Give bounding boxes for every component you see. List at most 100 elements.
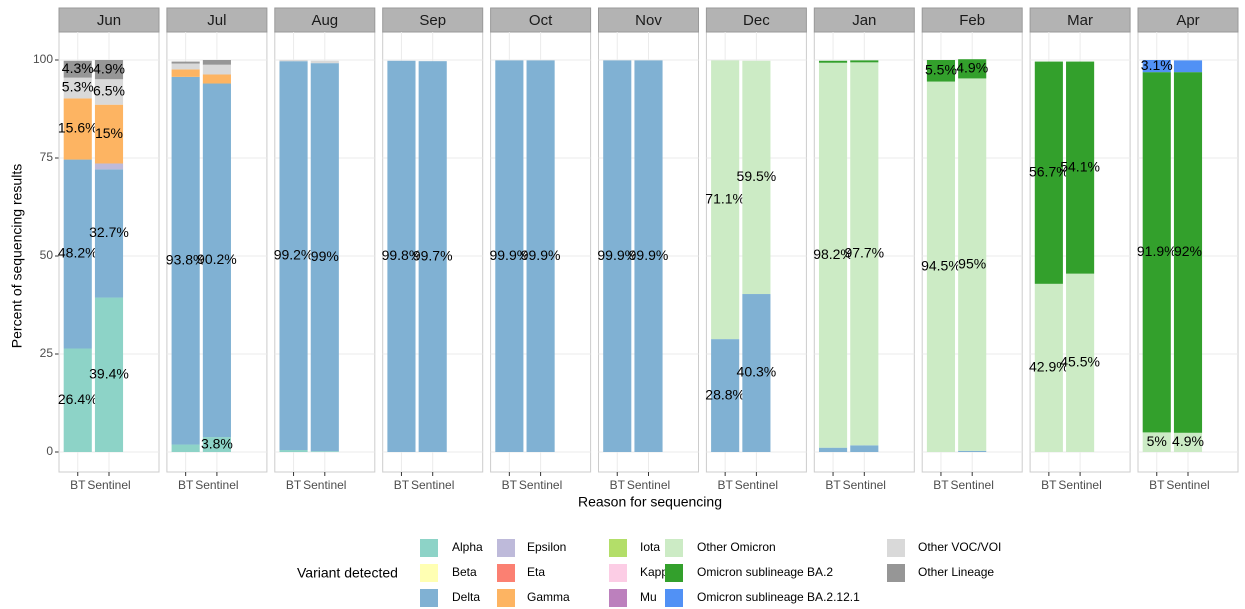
bar-segment — [202, 64, 231, 75]
bar-segment — [171, 63, 200, 70]
data-label: 56.7% — [1029, 163, 1069, 179]
data-label: 54.1% — [1060, 158, 1100, 174]
legend-key — [609, 564, 627, 582]
strip — [813, 7, 915, 33]
data-label: 90.2% — [197, 251, 237, 267]
bar-segment — [94, 104, 124, 164]
data-label: 5.5% — [925, 61, 957, 77]
bar-segment — [850, 60, 879, 63]
facet-title: Feb — [959, 12, 985, 29]
data-label: 99.9% — [521, 247, 561, 263]
data-label: 99.2% — [274, 246, 314, 262]
bar-segment — [171, 69, 200, 77]
strip — [921, 7, 1023, 33]
legend-label: Omicron sublineage BA.2.12.1 — [697, 590, 860, 604]
data-label: 59.5% — [737, 168, 777, 184]
data-label: 92% — [1174, 243, 1202, 259]
x-tick-label: BT — [1041, 478, 1057, 492]
bar-segment — [310, 451, 339, 452]
bar-segment — [279, 61, 308, 451]
data-label: 32.7% — [89, 224, 129, 240]
legend-key — [497, 564, 515, 582]
bar-segment — [94, 60, 124, 80]
data-label: 3.1% — [1141, 57, 1173, 73]
bar-segment — [818, 60, 848, 63]
bar-segment — [742, 60, 771, 295]
bar-segment — [418, 61, 447, 453]
strip — [274, 7, 376, 33]
x-tick-label: Sentinel — [843, 478, 886, 492]
x-tick-label: BT — [717, 478, 733, 492]
bar-segment — [202, 74, 231, 84]
bar-segment — [958, 59, 987, 79]
data-label: 99.9% — [629, 247, 669, 263]
bar-segment — [387, 60, 416, 453]
bar-segment — [850, 62, 879, 446]
legend-label: Other Omicron — [697, 540, 776, 554]
data-label: 91.9% — [1137, 243, 1177, 259]
bar-segment — [1142, 72, 1171, 433]
y-axis-title: Percent of sequencing results — [9, 164, 25, 348]
bar-segment — [634, 60, 663, 452]
data-label: 99.9% — [597, 247, 637, 263]
data-label: 39.4% — [89, 365, 129, 381]
bar-segment — [63, 348, 92, 452]
legend-title: Variant detected — [297, 565, 398, 581]
bar-segment — [171, 61, 200, 64]
y-tick-label: 75 — [40, 150, 54, 164]
bar-segment — [63, 159, 92, 349]
bar-segment — [742, 294, 771, 452]
x-tick-label: Sentinel — [1166, 478, 1209, 492]
x-tick-label: Sentinel — [1058, 478, 1101, 492]
data-label: 15.6% — [58, 120, 98, 136]
data-label: 4.9% — [1172, 433, 1204, 449]
bar-segment — [310, 63, 339, 452]
bar-segment — [526, 60, 555, 452]
bar-segment — [63, 98, 92, 160]
legend-label: Other VOC/VOI — [918, 540, 1001, 554]
bar-segment — [1173, 60, 1203, 73]
legend-label: Gamma — [527, 590, 570, 604]
data-label: 5.3% — [62, 79, 94, 95]
bar-segment — [94, 297, 124, 452]
strip — [598, 7, 699, 33]
bar-segment — [1142, 60, 1171, 73]
facet-title: Jan — [852, 12, 876, 29]
bar-segment — [495, 60, 524, 452]
bar-segment — [1142, 432, 1171, 452]
bar-segment — [1173, 72, 1203, 433]
bar-segment — [94, 163, 124, 170]
data-label: 42.9% — [1029, 359, 1069, 375]
data-label: 97.7% — [844, 245, 884, 261]
data-label: 99.8% — [382, 247, 422, 263]
x-tick-label: BT — [286, 478, 302, 492]
x-tick-label: BT — [502, 478, 518, 492]
legend-label: Epsilon — [527, 540, 566, 554]
bar-segment — [94, 79, 124, 105]
data-label: 94.5% — [921, 257, 961, 273]
x-tick-label: BT — [178, 478, 194, 492]
legend-label: Eta — [527, 565, 545, 579]
bar-segment — [279, 60, 308, 62]
legend-key — [665, 564, 683, 582]
legend-label: Other Lineage — [918, 565, 994, 579]
data-label: 26.4% — [58, 391, 98, 407]
data-label: 3.8% — [201, 435, 233, 451]
data-label: 98.2% — [813, 246, 853, 262]
bar-segment — [63, 60, 92, 78]
facet-title: Dec — [743, 12, 770, 29]
x-tick-label: Sentinel — [627, 478, 670, 492]
legend-label: Delta — [452, 590, 480, 604]
legend-key — [420, 564, 438, 582]
legend-key — [497, 589, 515, 607]
y-tick-label: 25 — [40, 346, 54, 360]
legend-key — [887, 564, 905, 582]
x-tick-label: BT — [825, 478, 841, 492]
bar-segment — [850, 445, 879, 452]
data-label: 6.5% — [93, 83, 125, 99]
bar-segment — [63, 77, 92, 99]
data-label: 4.9% — [956, 60, 988, 76]
facet-title: Aug — [311, 12, 338, 29]
data-label: 28.8% — [705, 386, 745, 402]
